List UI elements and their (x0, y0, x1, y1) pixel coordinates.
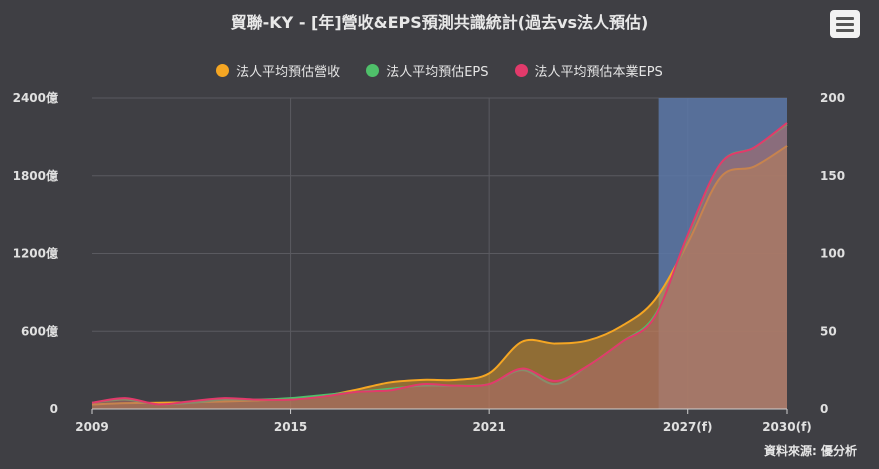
hamburger-menu-icon[interactable] (830, 10, 860, 38)
legend-label-eps: 法人平均預估EPS (386, 65, 489, 80)
y-left-tick-label: 600億 (21, 323, 58, 338)
source-credit: 資料來源: 優分析 (764, 444, 857, 458)
legend-dot-eps (366, 64, 380, 77)
y-right-tick-label: 200 (820, 91, 845, 105)
series-area-1 (92, 124, 787, 409)
y-right-tick-label: 0 (820, 402, 828, 416)
chart-title: 貿聯-KY - [年]營收&EPS預測共識統計(過去vs法人預估) (230, 13, 649, 32)
legend-dot-core-eps (514, 64, 528, 77)
legend-dot-revenue (216, 64, 230, 77)
y-right-tick-label: 100 (820, 247, 845, 261)
x-tick-label: 2015 (274, 420, 307, 434)
legend: 法人平均預估營收 法人平均預估EPS 法人平均預估本業EPS (0, 61, 879, 80)
y-right-tick-label: 50 (820, 324, 837, 338)
legend-item-eps[interactable]: 法人平均預估EPS (366, 61, 489, 80)
x-tick-label: 2021 (472, 420, 505, 434)
series-layer (91, 122, 788, 409)
x-tick-label: 2009 (75, 420, 108, 434)
legend-label-core-eps: 法人平均預估本業EPS (534, 65, 663, 80)
y-left-tick-label: 2400億 (13, 90, 58, 105)
series-area-2 (92, 122, 787, 409)
series-line-2[interactable] (91, 122, 788, 406)
x-tick-label: 2030(f) (762, 420, 812, 434)
legend-label-revenue: 法人平均預估營收 (236, 65, 341, 80)
y-left-tick-label: 0 (50, 402, 58, 416)
legend-item-revenue[interactable]: 法人平均預估營收 (216, 61, 340, 80)
y-right-tick-label: 150 (820, 169, 845, 183)
y-left-tick-label: 1200億 (13, 246, 58, 261)
legend-item-core-eps[interactable]: 法人平均預估本業EPS (514, 61, 663, 80)
y-left-tick-label: 1800億 (13, 168, 58, 183)
series-area-0 (92, 145, 787, 409)
x-tick-label: 2027(f) (663, 420, 713, 434)
axes: 0 0 600億 50 1200億 100 1800億 150 2400億 200 2009 2015… (13, 90, 845, 434)
